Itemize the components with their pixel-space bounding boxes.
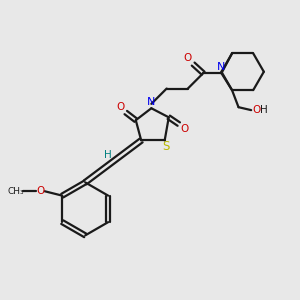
Text: S: S (162, 140, 169, 153)
Text: N: N (217, 62, 226, 72)
Text: O: O (184, 53, 192, 64)
Text: O: O (252, 105, 260, 115)
Text: CH₃: CH₃ (8, 187, 24, 196)
Text: O: O (181, 124, 189, 134)
Text: H: H (104, 150, 112, 160)
Text: N: N (147, 97, 155, 107)
Text: O: O (116, 102, 124, 112)
Text: H: H (260, 105, 268, 115)
Text: O: O (36, 186, 44, 196)
